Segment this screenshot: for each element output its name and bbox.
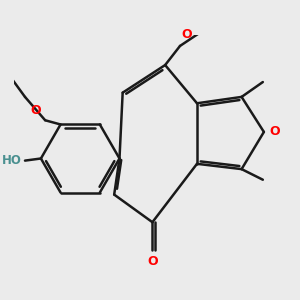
Text: HO: HO [2,154,21,167]
Text: O: O [182,28,192,41]
Text: O: O [30,103,41,117]
Text: O: O [147,255,158,268]
Text: O: O [270,125,280,138]
